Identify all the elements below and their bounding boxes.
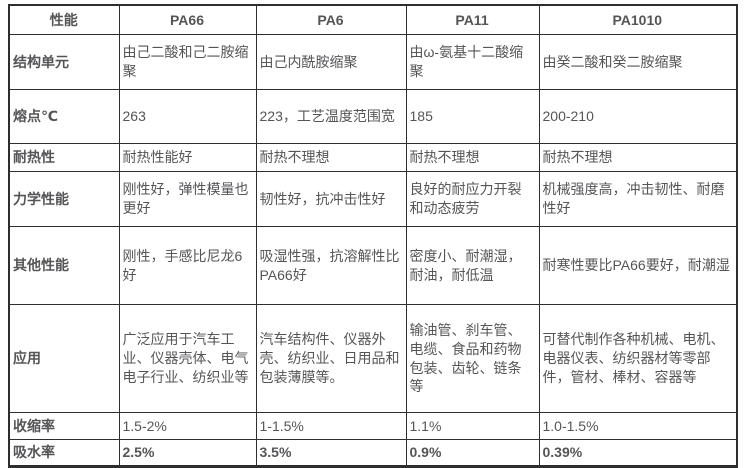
table-cell: 耐热不理想 [405, 143, 540, 172]
table-cell: 1.5-2% [118, 412, 257, 440]
table-cell: 良好的耐应力开裂和动态疲劳 [405, 171, 540, 227]
row-label: 熔点℃ [8, 89, 120, 144]
row-label: 耐热性 [8, 143, 120, 172]
row-label: 吸水率 [8, 439, 120, 467]
table-cell: 耐寒性要比PA66要好，耐潮湿 [538, 226, 738, 305]
row-label: 力学性能 [8, 171, 120, 227]
table-cell: 0.39% [538, 439, 738, 467]
table-cell: 耐热性能好 [118, 143, 257, 172]
row-label: 结构单元 [8, 34, 120, 90]
table-cell: 2.5% [118, 439, 257, 467]
polyamide-properties-table: 性能 PA66 PA6 PA11 PA1010 结构单元 由己二酸和己二胺缩聚 由己… [8, 4, 738, 468]
table-cell: 1.1% [405, 412, 540, 440]
header-cell-pa1010: PA1010 [538, 4, 738, 35]
header-cell-pa11: PA11 [405, 4, 540, 35]
table-cell: 263 [118, 89, 257, 144]
table-cell: 吸湿性强，抗溶解性比PA66好 [255, 226, 407, 305]
row-label: 应用 [8, 304, 120, 413]
row-label: 其他性能 [8, 226, 120, 305]
table-cell: 广泛应用于汽车工业、仪器壳体、电气电子行业、纺织业等 [118, 304, 257, 413]
table-cell: 200-210 [538, 89, 738, 144]
table-cell: 223，工艺温度范围宽 [255, 89, 407, 144]
table-cell: 耐热不理想 [538, 143, 738, 172]
table-cell: 密度小、耐潮湿，耐油，耐低温 [405, 226, 540, 305]
table-row: 收缩率 1.5-2% 1-1.5% 1.1% 1.0-1.5% [8, 412, 738, 440]
table-row: 应用 广泛应用于汽车工业、仪器壳体、电气电子行业、纺织业等 汽车结构件、仪器外壳、纺… [8, 304, 738, 413]
row-label: 收缩率 [8, 412, 120, 440]
table-cell: 刚性好，弹性模量也更好 [118, 171, 257, 227]
header-cell-pa66: PA66 [118, 4, 257, 35]
header-row: 性能 PA66 PA6 PA11 PA1010 [8, 4, 738, 35]
table-cell: 刚性，手感比尼龙6好 [118, 226, 257, 305]
table-cell: 185 [405, 89, 540, 144]
table-cell: 机械强度高，冲击韧性、耐磨性好 [538, 171, 738, 227]
table-cell: 由ω-氨基十二酸缩聚 [405, 34, 540, 90]
table-cell: 1.0-1.5% [538, 412, 738, 440]
table-row: 结构单元 由己二酸和己二胺缩聚 由己内酰胺缩聚 由ω-氨基十二酸缩聚 由癸二酸和癸二胺缩… [8, 34, 738, 90]
table-body: 结构单元 由己二酸和己二胺缩聚 由己内酰胺缩聚 由ω-氨基十二酸缩聚 由癸二酸和癸二胺缩… [8, 34, 738, 467]
table-cell: 耐热不理想 [255, 143, 407, 172]
table-cell: 韧性好，抗冲击性好 [255, 171, 407, 227]
table-cell: 由癸二酸和癸二胺缩聚 [538, 34, 738, 90]
table-cell: 0.9% [405, 439, 540, 467]
table-cell: 汽车结构件、仪器外壳、纺织业、日用品和包装薄膜等。 [255, 304, 407, 413]
table-cell: 输油管、刹车管、电缆、食品和药物包装、齿轮、链条等 [405, 304, 540, 413]
table-cell: 可替代制作各种机械、电机、电器仪表、纺织器材等零部件，管材、棒材、容器等 [538, 304, 738, 413]
table-cell: 3.5% [255, 439, 407, 467]
table-row: 其他性能 刚性，手感比尼龙6好 吸湿性强，抗溶解性比PA66好 密度小、耐潮湿，耐油，… [8, 226, 738, 305]
table-cell: 由己二酸和己二胺缩聚 [118, 34, 257, 90]
header-cell-pa6: PA6 [255, 4, 407, 35]
table-cell: 1-1.5% [255, 412, 407, 440]
table-row: 吸水率 2.5% 3.5% 0.9% 0.39% [8, 439, 738, 467]
header-cell-property: 性能 [8, 4, 120, 35]
table-row: 力学性能 刚性好，弹性模量也更好 韧性好，抗冲击性好 良好的耐应力开裂和动态疲劳 机械强… [8, 171, 738, 227]
table-row: 熔点℃ 263 223，工艺温度范围宽 185 200-210 [8, 89, 738, 144]
table-row: 耐热性 耐热性能好 耐热不理想 耐热不理想 耐热不理想 [8, 143, 738, 172]
table-cell: 由己内酰胺缩聚 [255, 34, 407, 90]
